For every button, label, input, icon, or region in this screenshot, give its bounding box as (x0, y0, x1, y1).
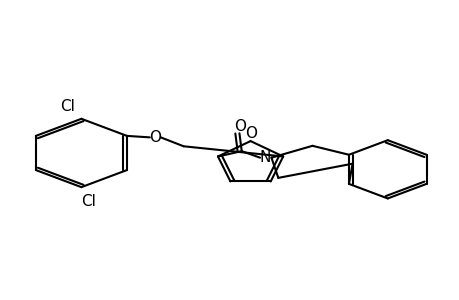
Text: N: N (259, 150, 271, 165)
Text: Cl: Cl (81, 194, 95, 209)
Text: O: O (245, 126, 257, 141)
Text: Cl: Cl (60, 99, 75, 114)
Text: O: O (149, 130, 161, 145)
Text: O: O (234, 119, 246, 134)
